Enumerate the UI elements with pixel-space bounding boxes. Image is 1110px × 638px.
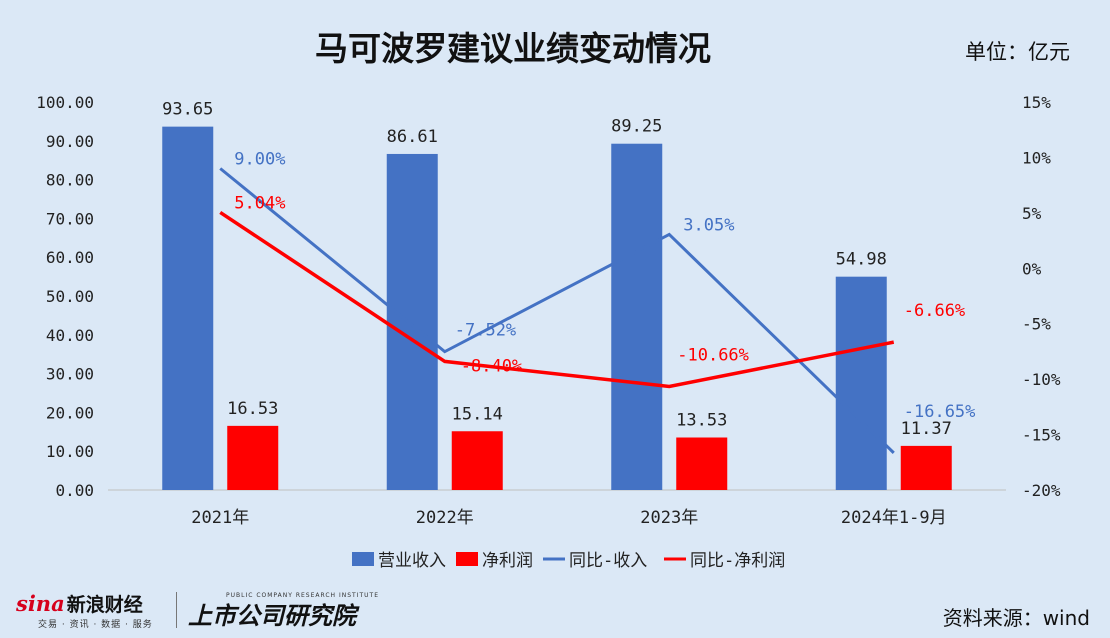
line-data-label: -7.52%: [455, 321, 516, 341]
y-right-tick-label: -20%: [1022, 481, 1061, 500]
y-right-tick-label: 5%: [1022, 204, 1042, 223]
y-right-tick-label: 10%: [1022, 148, 1051, 167]
bar-data-label: 13.53: [676, 411, 727, 431]
series-line-net-profit-yoy: [219, 210, 895, 389]
line-data-label: 3.05%: [683, 215, 734, 235]
y-left-tick-label: 20.00: [46, 403, 94, 422]
y-left-tick-label: 80.00: [46, 171, 94, 190]
bar-revenue: [611, 143, 663, 490]
legend-swatch: [352, 552, 374, 566]
bar-data-label: 89.25: [611, 117, 662, 137]
y-left-tick-label: 40.00: [46, 326, 94, 345]
bar-net-profit: [676, 437, 728, 490]
bar-revenue: [835, 276, 887, 490]
logo-divider: [176, 592, 177, 628]
x-tick-label: 2022年: [416, 508, 474, 528]
legend-label: 营业收入: [378, 551, 446, 571]
y-right-tick-label: -5%: [1022, 315, 1051, 334]
y-right-tick-label: 0%: [1022, 259, 1042, 278]
line-data-label: 5.04%: [234, 193, 285, 213]
legend-swatch: [456, 552, 478, 566]
unit-label: 单位：亿元: [965, 40, 1070, 64]
line-data-label: -16.65%: [904, 402, 976, 422]
legend-label: 净利润: [482, 551, 533, 571]
x-tick-label: 2021年: [191, 508, 249, 528]
bar-net-profit: [451, 431, 503, 490]
bar-data-label: 15.14: [452, 404, 503, 424]
legend-label: 同比-收入: [569, 551, 647, 571]
chart-title: 马可波罗建议业绩变动情况: [315, 29, 711, 68]
bar-data-label: 16.53: [227, 399, 278, 419]
bar-net-profit: [227, 425, 279, 490]
y-left-tick-label: 10.00: [46, 442, 94, 461]
y-left-tick-label: 60.00: [46, 248, 94, 267]
line-data-label: -6.66%: [904, 301, 965, 321]
institute-logo: 上市公司研究院: [188, 601, 356, 630]
series-line-revenue-yoy: [219, 167, 895, 454]
y-right-tick-label: -10%: [1022, 370, 1061, 389]
bar-net-profit: [900, 445, 952, 490]
source-label: 资料来源：wind: [942, 606, 1090, 630]
bar-data-label: 54.98: [836, 250, 887, 270]
y-right-tick-label: -15%: [1022, 426, 1061, 445]
bar-revenue: [162, 126, 214, 490]
bar-data-label: 93.65: [162, 100, 213, 120]
institute-english-name: PUBLIC COMPANY RESEARCH INSTITUTE: [226, 592, 379, 599]
y-left-tick-label: 0.00: [55, 481, 94, 500]
bar-data-label: 86.61: [387, 127, 438, 147]
y-right-tick-label: 15%: [1022, 93, 1051, 112]
x-tick-label: 2023年: [640, 508, 698, 528]
sina-finance-name: 新浪财经: [66, 594, 143, 616]
bar-data-label: 11.37: [901, 419, 952, 439]
line-data-label: -8.40%: [461, 356, 522, 376]
y-left-tick-label: 100.00: [36, 93, 94, 112]
y-left-tick-label: 50.00: [46, 287, 94, 306]
line-data-label: 9.00%: [234, 150, 285, 170]
bar-revenue: [386, 153, 438, 491]
line-data-label: -10.66%: [677, 345, 749, 365]
x-tick-label: 2024年1-9月: [841, 508, 947, 528]
sina-finance-logo: sina 新浪财经 交易 · 资讯 · 数据 · 服务: [16, 590, 153, 630]
y-left-tick-label: 90.00: [46, 132, 94, 151]
sina-finance-subtitle: 交易 · 资讯 · 数据 · 服务: [38, 620, 153, 630]
y-left-tick-label: 30.00: [46, 365, 94, 384]
y-left-tick-label: 70.00: [46, 209, 94, 228]
sina-logo-text: sina: [16, 591, 65, 616]
legend-label: 同比-净利润: [690, 551, 785, 571]
